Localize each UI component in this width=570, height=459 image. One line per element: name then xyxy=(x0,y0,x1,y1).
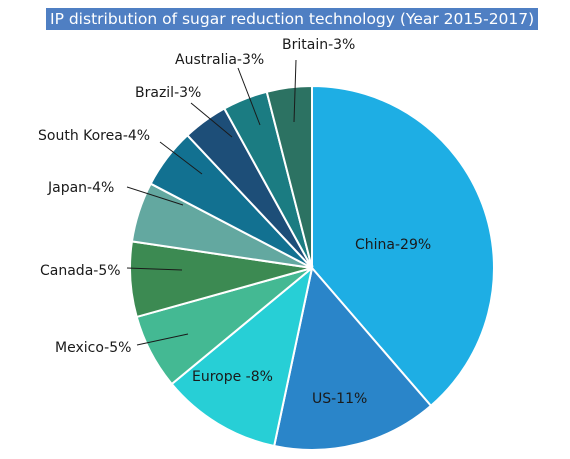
leader-line xyxy=(136,333,189,346)
slice-label: Canada-5% xyxy=(40,263,121,279)
leader-line xyxy=(159,141,203,175)
leader-line xyxy=(237,67,261,126)
pie-slice-europe xyxy=(170,265,314,448)
slice-label: South Korea-4% xyxy=(38,128,150,144)
slice-label: China-29% xyxy=(355,237,431,253)
leader-line xyxy=(126,267,183,271)
leader-line xyxy=(126,186,184,206)
leader-line xyxy=(190,102,233,138)
slice-label: Australia-3% xyxy=(175,52,264,68)
slice-label: Japan-4% xyxy=(47,180,114,196)
pie-slice-us xyxy=(272,265,433,451)
slice-label: Europe -8% xyxy=(192,369,273,385)
slice-label: Brazil-3% xyxy=(135,85,201,101)
slice-label: US-11% xyxy=(312,391,367,407)
pie-slice-britain xyxy=(265,84,313,269)
pie-slice-china xyxy=(311,84,495,408)
leader-line xyxy=(293,59,297,123)
slice-label: Mexico-5% xyxy=(55,340,131,356)
chart-title: IP distribution of sugar reduction techn… xyxy=(46,8,539,30)
slice-label: Britain-3% xyxy=(282,37,355,53)
